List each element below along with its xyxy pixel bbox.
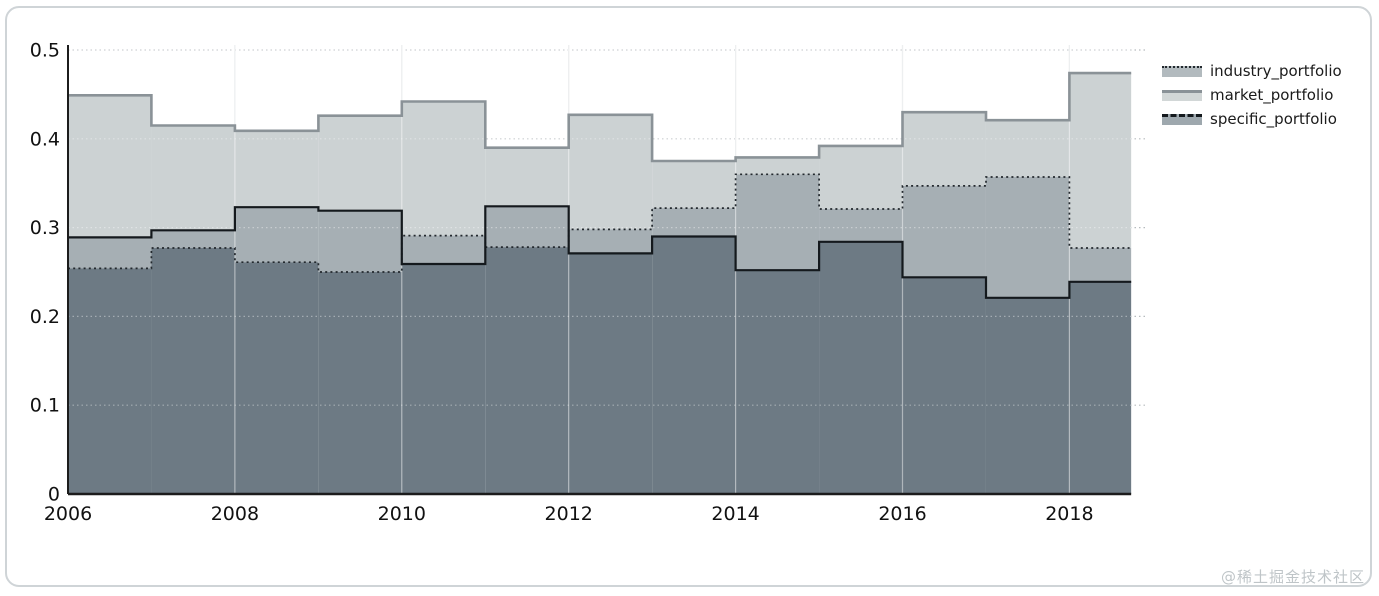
band-all-overlap	[1069, 281, 1132, 494]
x-tick-label: 2014	[711, 503, 759, 525]
y-tick-label: 0.2	[30, 306, 60, 328]
band-two-overlap	[485, 206, 569, 248]
band-market-only	[735, 157, 820, 175]
band-market-only	[568, 114, 653, 230]
band-all-overlap	[819, 241, 903, 494]
band-two-overlap	[68, 237, 152, 269]
band-all-overlap	[735, 270, 820, 494]
y-tick-label: 0	[48, 484, 60, 506]
specific-swatch-icon	[1162, 113, 1202, 125]
band-all-overlap	[401, 264, 486, 494]
x-tick-label: 2006	[44, 503, 92, 525]
band-all-overlap	[234, 262, 319, 494]
y-tick-label: 0.1	[30, 395, 60, 417]
legend-label-industry: industry_portfolio	[1210, 62, 1342, 80]
band-two-overlap	[902, 185, 986, 278]
band-two-overlap	[735, 174, 820, 271]
band-two-overlap	[652, 208, 736, 237]
band-market-only	[985, 120, 1070, 177]
band-market-only	[151, 125, 235, 231]
y-tick-label: 0.5	[30, 40, 60, 62]
legend: industry_portfolio market_portfolio spec…	[1162, 59, 1342, 131]
legend-label-market: market_portfolio	[1210, 86, 1334, 104]
band-market-only	[318, 115, 402, 211]
band-market-only	[1069, 73, 1132, 249]
band-market-only	[819, 145, 903, 209]
band-two-overlap	[401, 235, 486, 265]
band-two-overlap	[234, 207, 319, 263]
legend-item-industry[interactable]: industry_portfolio	[1162, 59, 1342, 83]
x-tick-label: 2012	[545, 503, 593, 525]
band-two-overlap	[568, 229, 653, 254]
legend-item-market[interactable]: market_portfolio	[1162, 83, 1342, 107]
x-tick-label: 2016	[878, 503, 926, 525]
band-all-overlap	[68, 268, 152, 494]
watermark: @稀土掘金技术社区	[1220, 568, 1365, 586]
x-tick-label: 2008	[211, 503, 259, 525]
band-market-only	[652, 161, 736, 209]
band-all-overlap	[902, 277, 986, 494]
band-all-overlap	[151, 248, 235, 494]
band-market-only	[401, 101, 486, 236]
legend-label-specific: specific_portfolio	[1210, 110, 1337, 128]
specific-step-line	[68, 205, 1132, 299]
band-all-overlap	[485, 247, 569, 494]
band-market-only	[68, 95, 152, 238]
industry-swatch-icon	[1162, 65, 1202, 77]
y-tick-label: 0.3	[30, 217, 60, 239]
band-two-overlap	[1069, 248, 1132, 282]
band-market-only	[485, 147, 569, 207]
band-all-overlap	[985, 297, 1070, 494]
band-all-overlap	[652, 236, 736, 495]
market-swatch-icon	[1162, 89, 1202, 101]
legend-item-specific[interactable]: specific_portfolio	[1162, 107, 1342, 131]
x-tick-label: 2010	[378, 503, 426, 525]
y-tick-label: 0.4	[30, 128, 60, 150]
band-market-only	[902, 112, 986, 186]
band-market-only	[234, 130, 319, 208]
band-two-overlap	[151, 230, 235, 249]
band-two-overlap	[819, 208, 903, 242]
market-step-line	[68, 71, 1132, 163]
band-all-overlap	[568, 253, 653, 494]
band-all-overlap	[318, 272, 402, 494]
band-two-overlap	[318, 210, 402, 272]
band-two-overlap	[985, 176, 1070, 298]
x-tick-label: 2018	[1045, 503, 1093, 525]
